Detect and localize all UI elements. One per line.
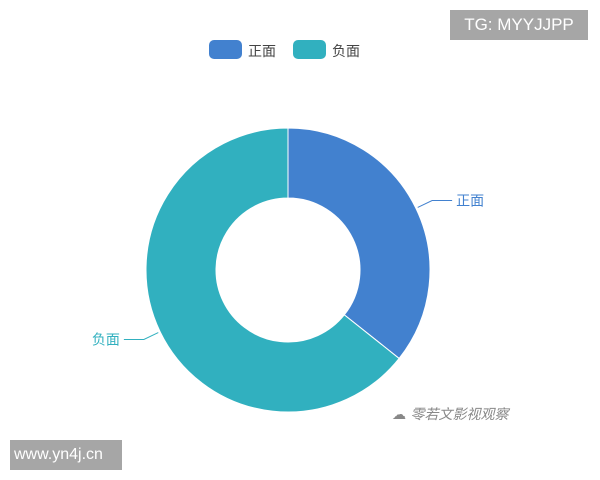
legend-swatch-1[interactable] [293, 40, 326, 59]
tg-badge: TG: MYYJJPP [450, 10, 588, 40]
legend-swatch-0[interactable] [209, 40, 242, 59]
watermark-text: 零若文影视观察 [410, 407, 509, 423]
label-line-0 [417, 200, 453, 208]
label-line-1 [123, 332, 159, 340]
watermark: ☁ 零若文影视观察 [392, 404, 508, 424]
slice-0[interactable] [287, 127, 431, 360]
slice-label-0: 正面 [456, 194, 484, 210]
url-badge: www.yn4j.cn [10, 440, 122, 470]
legend-label-0[interactable]: 正面 [248, 44, 276, 60]
legend-label-1[interactable]: 负面 [332, 44, 360, 60]
slice-label-1: 负面 [92, 332, 120, 348]
slice-1[interactable] [145, 127, 400, 413]
wechat-icon: ☁ [392, 407, 411, 423]
